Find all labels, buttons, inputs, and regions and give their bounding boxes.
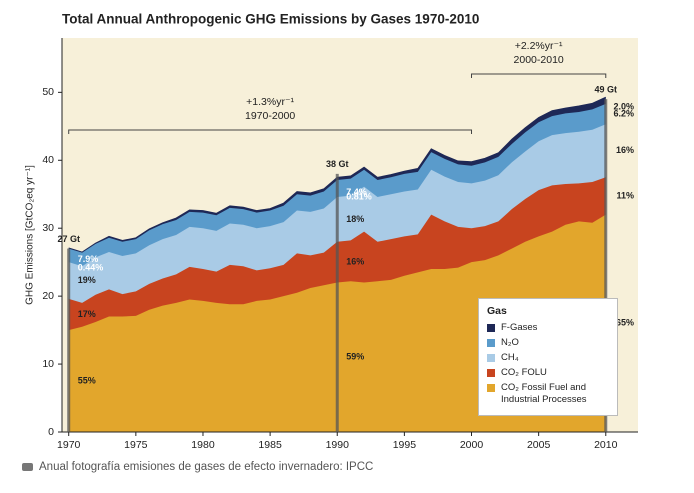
share-label: 7.9% bbox=[78, 254, 99, 264]
growth-period: 2000-2010 bbox=[514, 54, 564, 66]
legend-label: N₂O bbox=[501, 337, 519, 348]
growth-bracket bbox=[68, 129, 473, 134]
share-label: 2.0% bbox=[613, 101, 634, 111]
total-label: 27 Gt bbox=[57, 234, 80, 244]
total-bar bbox=[335, 173, 339, 433]
x-tick-label: 1975 bbox=[124, 439, 148, 451]
legend: Gas F-Gases N₂O CH₄ CO₂ FOLU CO₂ Fossil Fuel … bbox=[478, 298, 618, 416]
x-tick-label: 2005 bbox=[527, 439, 551, 451]
x-tick-label: 1985 bbox=[258, 439, 282, 451]
legend-title: Gas bbox=[487, 305, 507, 317]
legend-swatch bbox=[487, 384, 495, 392]
caption: Anual fotografía emisiones de gases de e… bbox=[22, 461, 373, 473]
y-tick-label: 20 bbox=[42, 290, 54, 302]
x-tick-label: 1990 bbox=[326, 439, 350, 451]
x-tick-label: 2010 bbox=[594, 439, 618, 451]
y-tick-label: 0 bbox=[48, 426, 54, 438]
legend-swatch bbox=[487, 324, 495, 332]
legend-swatch bbox=[487, 339, 495, 347]
total-bar bbox=[604, 99, 608, 432]
share-label: 19% bbox=[78, 275, 96, 285]
legend-item: CO₂ Fossil Fuel and Industrial Processes bbox=[487, 382, 609, 406]
legend-item: CH₄ bbox=[487, 352, 609, 364]
x-tick-label: 1995 bbox=[393, 439, 417, 451]
growth-period: 1970-2000 bbox=[245, 110, 295, 122]
share-label: 65% bbox=[616, 318, 634, 328]
legend-item: CO₂ FOLU bbox=[487, 367, 609, 379]
y-tick-label: 50 bbox=[42, 86, 54, 98]
y-tick-label: 30 bbox=[42, 222, 54, 234]
x-tick-label: 1980 bbox=[191, 439, 215, 451]
growth-rate: +2.2%yr⁻¹ bbox=[515, 40, 563, 52]
legend-item: F-Gases bbox=[487, 322, 609, 334]
legend-swatch bbox=[487, 369, 495, 377]
legend-label: CH₄ bbox=[501, 352, 519, 363]
total-label: 38 Gt bbox=[326, 159, 349, 169]
y-axis-label: GHG Emissions [GtCO₂eq yr⁻¹] bbox=[25, 165, 36, 305]
legend-item: N₂O bbox=[487, 337, 609, 349]
chart-title: Total Annual Anthropogenic GHG Emissions… bbox=[62, 12, 479, 27]
y-tick-label: 10 bbox=[42, 358, 54, 370]
legend-label: CO₂ FOLU bbox=[501, 367, 547, 378]
share-label: 16% bbox=[346, 257, 364, 267]
share-label: 7.4% bbox=[346, 187, 367, 197]
growth-bracket bbox=[471, 73, 607, 78]
x-tick-label: 2000 bbox=[460, 439, 484, 451]
share-label: 0.44% bbox=[78, 262, 104, 272]
share-label: 6.2% bbox=[613, 108, 634, 118]
share-label: 18% bbox=[346, 214, 364, 224]
y-tick-label: 40 bbox=[42, 154, 54, 166]
share-label: 16% bbox=[616, 145, 634, 155]
share-label: 0.81% bbox=[346, 192, 372, 202]
area bbox=[68, 97, 606, 253]
legend-label: F-Gases bbox=[501, 322, 538, 333]
share-label: 59% bbox=[346, 352, 364, 362]
total-label: 49 Gt bbox=[595, 85, 618, 95]
camera-icon bbox=[22, 463, 33, 471]
chart: Total Annual Anthropogenic GHG Emissions… bbox=[25, 12, 638, 451]
share-label: 11% bbox=[616, 190, 634, 200]
growth-rate: +1.3%yr⁻¹ bbox=[246, 96, 294, 108]
legend-swatch bbox=[487, 354, 495, 362]
caption-text: Anual fotografía emisiones de gases de e… bbox=[39, 461, 374, 473]
share-label: 55% bbox=[78, 375, 96, 385]
share-label: 17% bbox=[78, 309, 96, 319]
total-bar bbox=[67, 248, 71, 432]
x-tick-label: 1970 bbox=[57, 439, 81, 451]
legend-label: CO₂ Fossil Fuel and Industrial Processes bbox=[501, 382, 587, 405]
